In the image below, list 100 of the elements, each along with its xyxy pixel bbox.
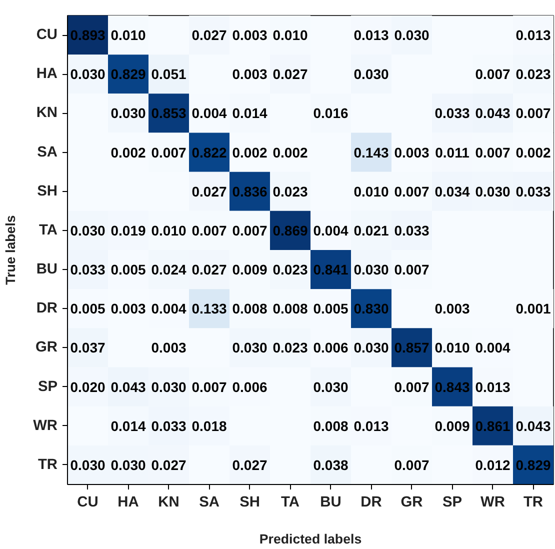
data-label: 0.033 (394, 222, 430, 238)
data-label: 0.030 (232, 340, 268, 356)
y-tick-label: KN (36, 105, 58, 122)
y-tick-label: TR (38, 456, 58, 473)
data-label: 0.013 (354, 27, 389, 44)
data-label: 0.002 (232, 144, 268, 160)
data-label: 0.043 (475, 105, 510, 122)
data-label: 0.003 (394, 144, 430, 160)
x-tick-label: HA (118, 494, 140, 510)
data-label: 0.007 (475, 66, 510, 82)
data-label: 0.027 (192, 27, 227, 44)
data-label: 0.012 (475, 456, 510, 473)
data-label: 0.143 (354, 144, 389, 160)
x-axis-title: Predicted labels (259, 532, 362, 546)
data-label: 0.018 (192, 418, 227, 434)
data-label: 0.843 (434, 378, 470, 395)
data-label: 0.004 (192, 105, 227, 122)
data-label: 0.841 (313, 262, 348, 278)
x-tick-label: SP (442, 494, 462, 510)
data-label: 0.010 (110, 27, 146, 44)
data-label: 0.829 (516, 456, 551, 473)
data-label: 0.027 (192, 183, 227, 200)
x-tick-label: TR (523, 494, 544, 510)
data-label: 0.021 (354, 222, 389, 238)
data-label: 0.004 (475, 340, 510, 356)
data-label: 0.002 (516, 144, 551, 160)
data-label: 0.030 (110, 105, 146, 122)
data-label: 0.009 (232, 262, 268, 278)
data-label: 0.010 (151, 222, 186, 238)
data-label: 0.013 (516, 27, 551, 44)
data-label: 0.033 (70, 262, 106, 278)
x-tick-label: BU (320, 494, 342, 510)
y-tick-label: SP (38, 378, 58, 395)
data-label: 0.857 (394, 340, 430, 356)
x-tick-label: TA (281, 494, 300, 510)
data-label: 0.003 (434, 300, 470, 317)
x-tick-label: GR (400, 494, 424, 510)
data-label: 0.023 (272, 262, 308, 278)
y-tick-label: SA (37, 144, 58, 160)
data-label: 0.002 (272, 144, 308, 160)
data-label: 0.853 (151, 105, 186, 122)
data-label: 0.822 (192, 144, 227, 160)
y-tick-label: CU (36, 27, 58, 44)
data-label: 0.007 (516, 105, 551, 122)
data-label: 0.007 (394, 378, 430, 395)
data-label: 0.007 (394, 262, 430, 278)
data-label: 0.027 (232, 456, 268, 473)
data-label: 0.030 (475, 183, 510, 200)
data-label: 0.027 (192, 262, 227, 278)
data-label: 0.030 (354, 340, 389, 356)
x-tick-label: SH (240, 494, 260, 510)
x-tick-label: CU (77, 494, 98, 510)
data-label: 0.001 (516, 300, 551, 317)
data-label: 0.013 (475, 378, 510, 395)
data-label: 0.008 (272, 300, 308, 317)
data-label: 0.829 (110, 66, 146, 82)
data-label: 0.010 (354, 183, 389, 200)
data-label: 0.007 (151, 144, 186, 160)
data-label: 0.005 (110, 262, 146, 278)
data-label: 0.030 (70, 456, 106, 473)
data-label: 0.861 (475, 418, 510, 434)
y-tick-label: SH (37, 183, 58, 200)
y-tick-label: GR (36, 340, 58, 356)
data-label: 0.014 (110, 418, 146, 434)
y-axis-title: True labels (3, 215, 18, 285)
data-label: 0.038 (313, 456, 348, 473)
y-tick-label: HA (36, 66, 58, 82)
data-label: 0.869 (272, 222, 308, 238)
data-label: 0.033 (516, 183, 551, 200)
data-label: 0.013 (354, 418, 389, 434)
x-tick-label: KN (158, 494, 180, 510)
data-label: 0.005 (313, 300, 348, 317)
data-label: 0.007 (475, 144, 510, 160)
data-label: 0.133 (192, 300, 227, 317)
data-label: 0.003 (110, 300, 146, 317)
data-label: 0.006 (313, 340, 348, 356)
data-label: 0.020 (70, 378, 106, 395)
data-label: 0.007 (232, 222, 268, 238)
data-label: 0.004 (151, 300, 186, 317)
data-label: 0.034 (434, 183, 470, 200)
data-label: 0.004 (313, 222, 348, 238)
data-label: 0.030 (354, 262, 389, 278)
data-label: 0.019 (110, 222, 146, 238)
data-label: 0.024 (151, 262, 186, 278)
data-label: 0.033 (151, 418, 186, 434)
data-label: 0.051 (151, 66, 186, 82)
data-label: 0.016 (313, 105, 348, 122)
x-tick-label: DR (360, 494, 382, 510)
data-label: 0.008 (232, 300, 268, 317)
data-label: 0.030 (313, 378, 348, 395)
y-tick-label: TA (39, 222, 58, 238)
data-label: 0.030 (70, 66, 106, 82)
data-label: 0.014 (232, 105, 268, 122)
data-label: 0.030 (354, 66, 389, 82)
data-label: 0.010 (434, 340, 470, 356)
data-label: 0.003 (232, 66, 268, 82)
data-label: 0.030 (110, 456, 146, 473)
data-label: 0.007 (394, 456, 430, 473)
y-tick-label: DR (36, 300, 58, 317)
data-label: 0.043 (110, 378, 146, 395)
